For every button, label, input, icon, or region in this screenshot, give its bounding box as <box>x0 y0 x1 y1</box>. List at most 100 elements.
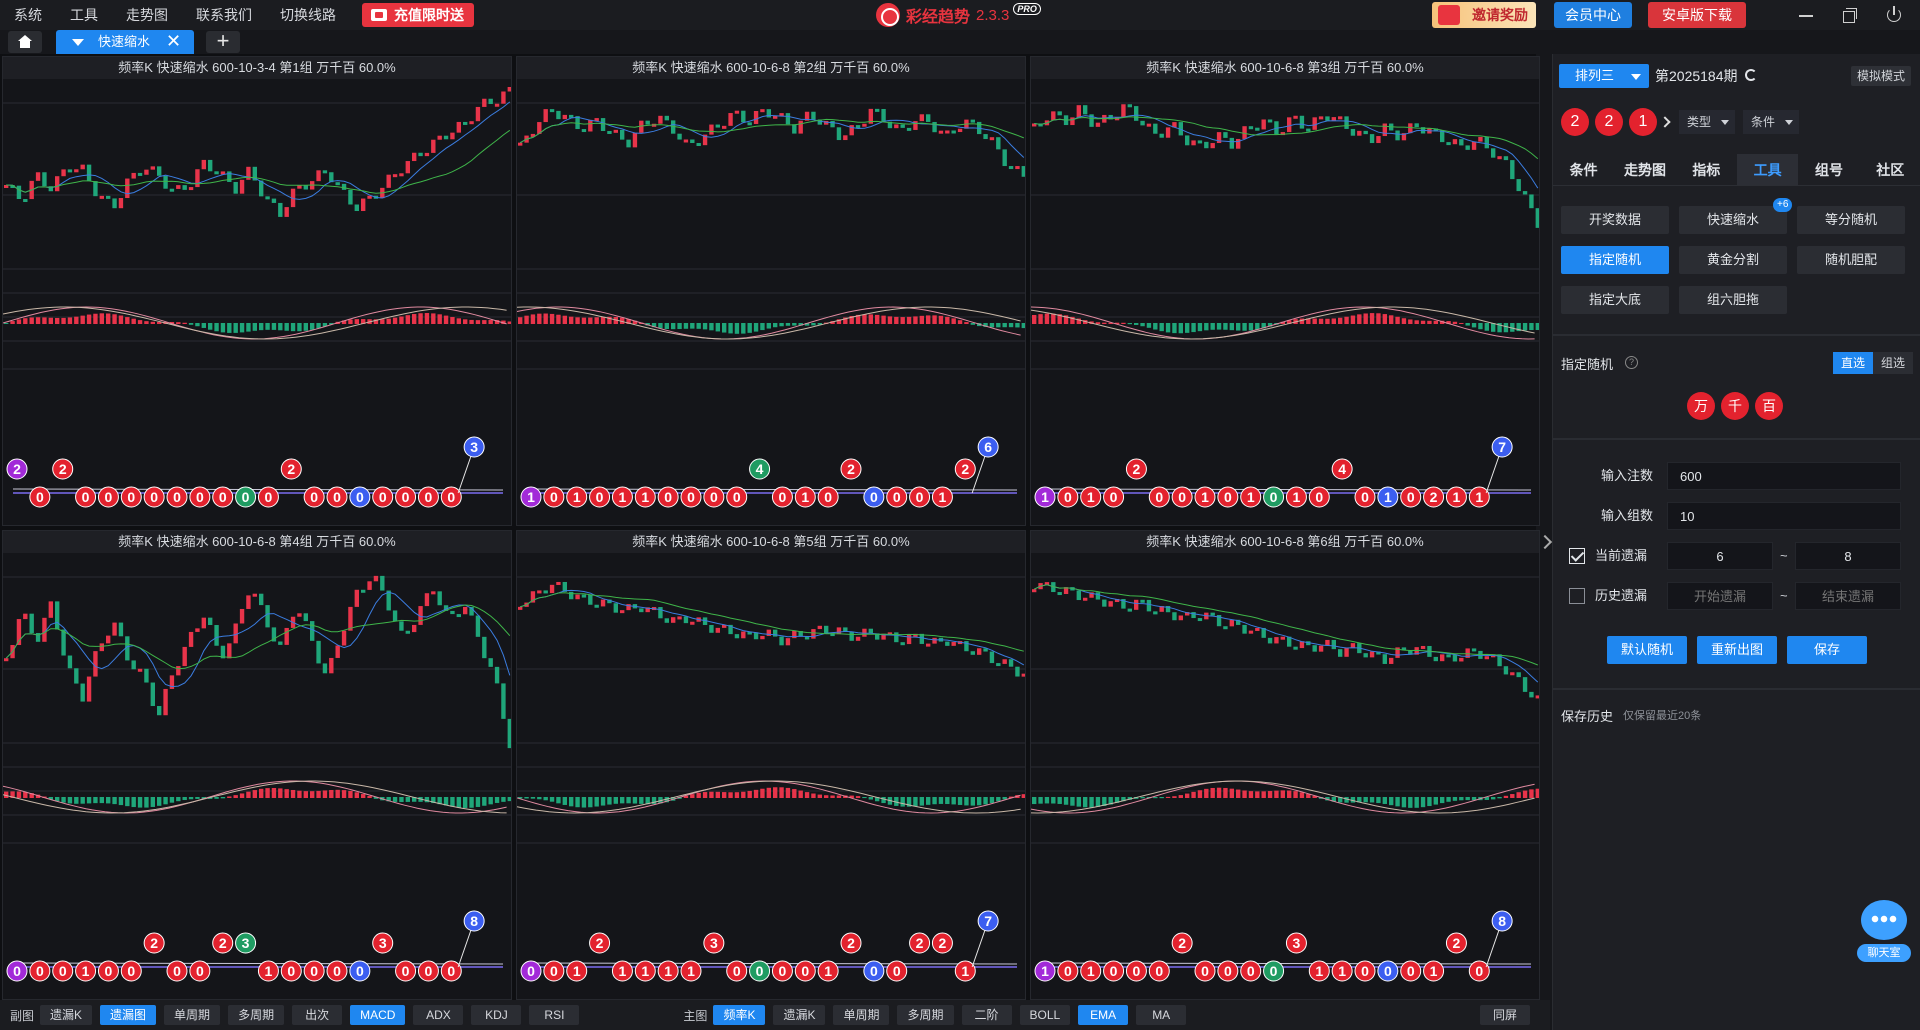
menu-trend[interactable]: 走势图 <box>126 7 168 23</box>
moving-average-line <box>1034 116 1539 160</box>
side-tab[interactable]: 指标 <box>1692 162 1721 178</box>
miss-bubble <box>1263 486 1285 508</box>
menu-switch-line[interactable]: 切换线路 <box>280 7 336 23</box>
candle <box>773 629 778 637</box>
tool-button[interactable]: 组六胆拖 <box>1679 286 1787 314</box>
sub-chart-mode-button[interactable]: 遗漏图 <box>100 1005 157 1025</box>
history-miss-checkbox[interactable] <box>1569 588 1585 604</box>
tool-button[interactable]: 黄金分割 <box>1679 246 1787 274</box>
tool-button[interactable]: 指定大底 <box>1561 286 1669 314</box>
candle <box>945 130 950 134</box>
home-icon[interactable] <box>8 31 42 53</box>
chat-room-button[interactable]: 聊天室 <box>1855 900 1913 970</box>
tab-quick-shrink[interactable]: 快速缩水 ✕ <box>56 30 194 54</box>
bets-input[interactable] <box>1667 462 1901 490</box>
redraw-chart-button[interactable]: 重新出图 <box>1697 636 1777 664</box>
help-icon[interactable]: ? <box>1625 356 1638 369</box>
side-tab[interactable]: 走势图 <box>1623 162 1666 178</box>
position-qian-button[interactable]: 千 <box>1721 392 1749 420</box>
menu-tools[interactable]: 工具 <box>70 7 98 23</box>
macd-bar <box>977 797 982 806</box>
current-miss-checkbox[interactable] <box>1569 548 1585 564</box>
tool-button[interactable]: 指定随机 <box>1561 246 1669 274</box>
sub-chart-mode-button[interactable]: 多周期 <box>228 1005 285 1025</box>
candle <box>632 132 638 148</box>
sub-chart-mode-button[interactable]: KDJ <box>471 1005 522 1025</box>
miss-bubble-label: 0 <box>173 489 181 505</box>
position-wan-button[interactable]: 万 <box>1687 392 1715 420</box>
lottery-select[interactable]: 排列三 <box>1559 64 1649 88</box>
main-chart-mode-button[interactable]: BOLL <box>1019 1005 1071 1025</box>
current-miss-to[interactable] <box>1795 542 1901 570</box>
side-tab[interactable]: 组号 <box>1814 162 1843 178</box>
restore-icon[interactable] <box>1840 5 1860 25</box>
android-download-button[interactable]: 安卓版下载 <box>1648 2 1746 28</box>
invite-reward-button[interactable]: 邀请奖励 <box>1432 2 1536 28</box>
chart-panel[interactable]: 频率K 快速缩水 600-10-3-4 第1组 万千百 60.0% 2 0 2 0 0 0 0… <box>2 56 512 526</box>
macd-bar <box>233 323 238 333</box>
add-tab-button[interactable]: + <box>206 30 240 53</box>
chart-panel[interactable]: 频率K 快速缩水 600-10-6-8 第5组 万千百 60.0% 0 0 1 2 1 1 1… <box>516 530 1026 1000</box>
candle <box>741 110 746 123</box>
sub-chart-mode-button[interactable]: 出次 <box>292 1005 343 1025</box>
chevron-right-icon[interactable] <box>1538 532 1552 552</box>
main-chart-mode-button[interactable]: EMA <box>1078 1005 1129 1025</box>
chevron-right-icon[interactable] <box>1661 112 1675 132</box>
side-tab[interactable]: 条件 <box>1569 162 1598 178</box>
chart-panel[interactable]: 频率K 快速缩水 600-10-6-8 第4组 万千百 60.0% 0 0 0 1 0 0 2… <box>2 530 512 1000</box>
group-select-toggle[interactable]: 组选 <box>1873 352 1913 374</box>
tool-button[interactable]: 开奖数据 <box>1561 206 1669 234</box>
direct-select-toggle[interactable]: 直选 <box>1833 352 1873 374</box>
position-bai-button[interactable]: 百 <box>1755 392 1783 420</box>
menu-contact[interactable]: 联系我们 <box>196 7 252 23</box>
candle <box>575 116 580 130</box>
recharge-promo-button[interactable]: 充值限时送 <box>362 3 474 27</box>
candle <box>658 115 663 124</box>
default-random-button[interactable]: 默认随机 <box>1607 636 1687 664</box>
macd-bar <box>1344 797 1349 803</box>
macd-bar <box>887 316 893 324</box>
groups-input[interactable] <box>1667 502 1901 530</box>
candle <box>1185 612 1190 616</box>
main-chart-mode-button[interactable]: MA <box>1136 1005 1187 1025</box>
minimize-icon[interactable] <box>1796 5 1816 25</box>
save-button[interactable]: 保存 <box>1787 636 1867 664</box>
candle <box>951 130 956 134</box>
sub-chart-mode-button[interactable]: ADX <box>413 1005 464 1025</box>
main-chart-mode-button[interactable]: 单周期 <box>833 1005 890 1025</box>
condition-select[interactable]: 条件 <box>1743 110 1799 134</box>
macd-bar <box>1459 322 1464 324</box>
side-tab[interactable]: 社区 <box>1876 162 1905 178</box>
chart-panel[interactable]: 频率K 快速缩水 600-10-6-8 第6组 万千百 60.0% 1 0 1 0 0 0 2… <box>1030 530 1540 1000</box>
menu-system[interactable]: 系统 <box>14 7 42 23</box>
sub-chart-mode-button[interactable]: 遗漏K <box>40 1005 93 1025</box>
macd-bar <box>431 797 436 804</box>
side-tab[interactable]: 工具 <box>1736 154 1799 185</box>
type-select[interactable]: 类型 <box>1679 110 1735 134</box>
history-miss-from[interactable] <box>1667 582 1773 610</box>
sub-chart-mode-button[interactable]: 单周期 <box>164 1005 221 1025</box>
sim-mode-button[interactable]: 模拟模式 <box>1851 66 1911 86</box>
candle <box>977 648 982 655</box>
member-center-button[interactable]: 会员中心 <box>1554 2 1632 28</box>
sync-screen-button[interactable]: 同屏 <box>1480 1005 1530 1025</box>
tool-button[interactable]: 等分随机 <box>1797 206 1905 234</box>
history-miss-to[interactable] <box>1795 582 1901 610</box>
macd-bar <box>150 321 155 324</box>
current-miss-from[interactable] <box>1667 542 1773 570</box>
chart-panel[interactable]: 频率K 快速缩水 600-10-6-8 第2组 万千百 60.0% 1 0 1 0 1 1 0… <box>516 56 1026 526</box>
sub-chart-mode-button[interactable]: RSI <box>529 1005 580 1025</box>
macd-bar <box>1287 790 1292 798</box>
main-chart-mode-button[interactable]: 二阶 <box>961 1005 1012 1025</box>
main-chart-mode-button[interactable]: 频率K <box>713 1005 766 1025</box>
macd-bar <box>1248 323 1254 331</box>
tool-button[interactable]: 快速缩水 <box>1679 206 1787 234</box>
main-chart-mode-button[interactable]: 多周期 <box>897 1005 954 1025</box>
power-icon[interactable] <box>1884 5 1904 25</box>
sub-chart-mode-button[interactable]: MACD <box>350 1005 406 1025</box>
chart-panel[interactable]: 频率K 快速缩水 600-10-6-8 第3组 万千百 60.0% 1 0 1 0 2 0 0… <box>1030 56 1540 526</box>
refresh-icon[interactable] <box>1745 69 1757 81</box>
tool-button[interactable]: 随机胆配 <box>1797 246 1905 274</box>
main-chart-mode-button[interactable]: 遗漏K <box>773 1005 826 1025</box>
close-tab-icon[interactable]: ✕ <box>166 31 182 51</box>
